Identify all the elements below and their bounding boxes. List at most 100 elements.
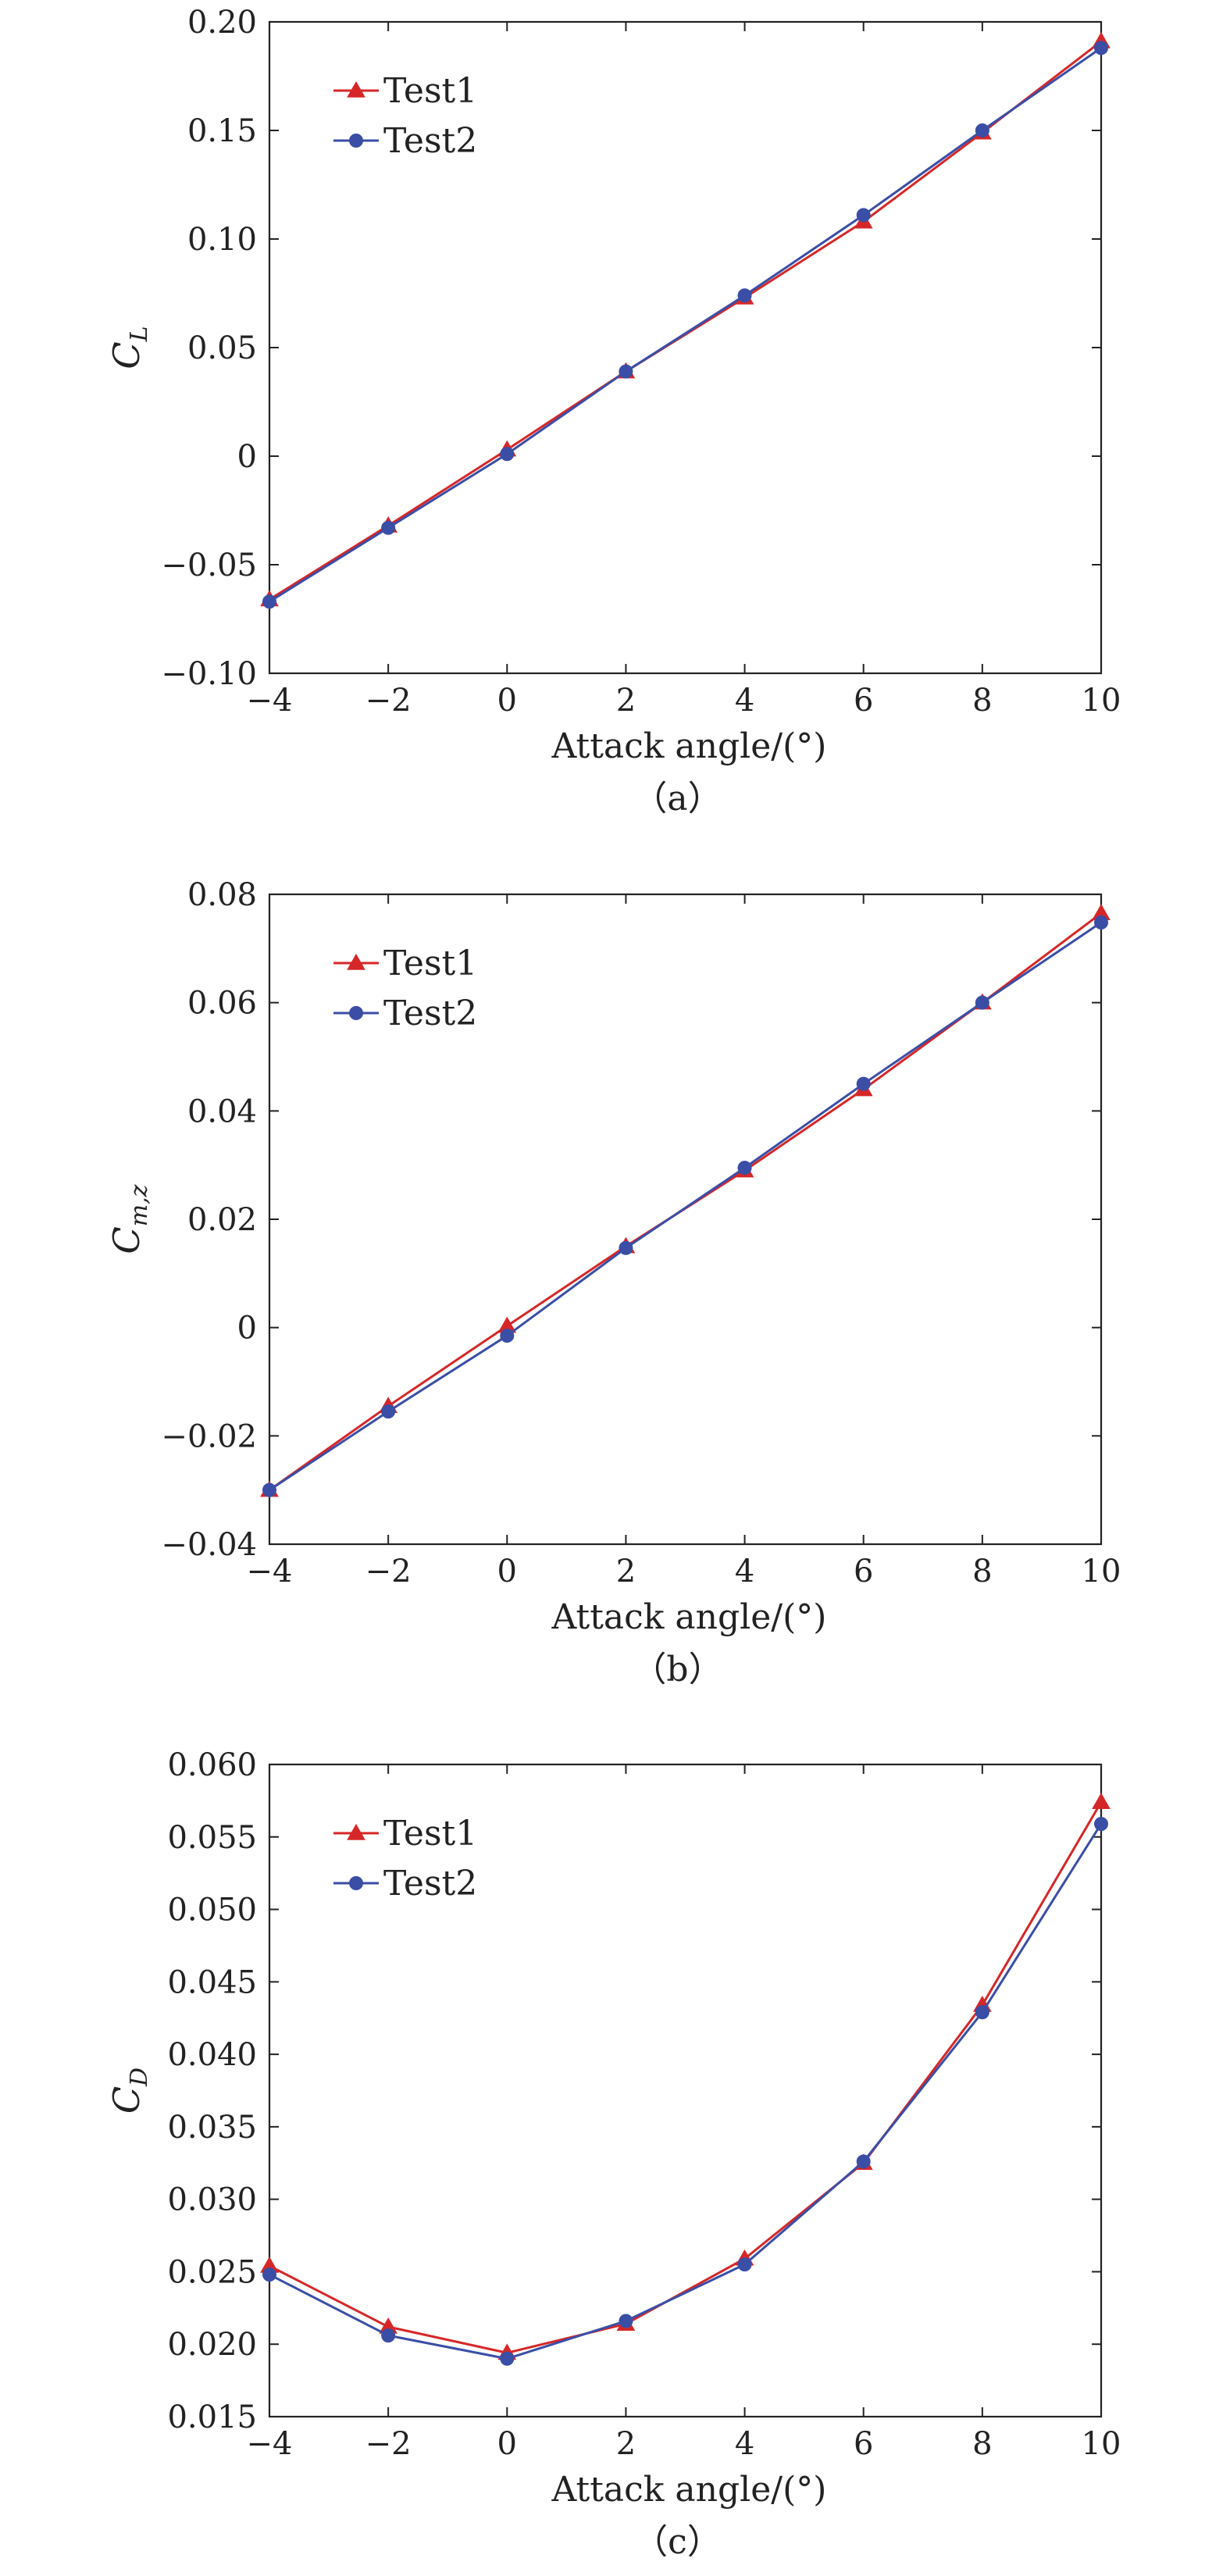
legend-marker [349, 1876, 363, 1890]
legend-marker [347, 1823, 365, 1840]
y-tick-label: 0.06 [187, 986, 257, 1022]
legend-label: Test2 [383, 1864, 477, 1903]
data-point [975, 123, 989, 137]
x-tick-label: 6 [854, 1554, 873, 1589]
chart-panel-c: −4 −2 0 2 4 6 8 10 0.015 0.020 0.025 0.030 0.035 0.04… [105, 1747, 1121, 2562]
legend: Test1 Test2 [333, 1814, 477, 1903]
plot-frame [268, 1763, 1103, 2418]
y-tick-label: 0 [237, 1311, 257, 1347]
series-test2 [262, 1817, 1108, 2366]
legend-label: Test1 [383, 1814, 477, 1854]
legend: Test1 Test2 [333, 71, 477, 161]
y-tick-label: 0.10 [187, 222, 257, 258]
legend-marker [347, 80, 365, 98]
data-point [381, 2328, 396, 2343]
data-point [619, 1240, 633, 1255]
series-test2 [262, 915, 1108, 1497]
data-point [1094, 41, 1108, 55]
data-point [737, 2257, 752, 2272]
y-axis-title-main: C [105, 2086, 148, 2114]
legend-marker [349, 1006, 363, 1020]
y-axis-title: Cm,z [105, 1184, 153, 1254]
chart-panel-a: −4 −2 0 2 4 6 8 10 −0.10 −0.05 0 0.05 0.10 0.15 0.20 At… [105, 5, 1121, 819]
data-point [500, 2351, 515, 2366]
data-point [856, 208, 871, 223]
data-point [737, 1161, 752, 1176]
legend: Test1 Test2 [333, 944, 477, 1033]
y-tick-label: 0.015 [167, 2399, 257, 2435]
sub-caption: （a） [633, 779, 722, 819]
series-line [269, 921, 1102, 1491]
x-tick-label: 6 [854, 683, 873, 719]
y-axis-title-subscript: m,z [126, 1184, 153, 1226]
series-line [269, 1823, 1103, 2360]
y-tick-label: 0.050 [167, 1893, 257, 1928]
y-tick-label: 0.045 [167, 1964, 257, 2000]
y-axis-title-main: C [105, 1226, 148, 1254]
x-tick-label: −2 [365, 1554, 412, 1589]
y-tick-label: 0.060 [167, 1747, 257, 1783]
series-line [269, 47, 1102, 603]
y-axis-title-subscript: L [126, 326, 153, 342]
plot-frame [268, 20, 1103, 675]
y-axis-title: CD [105, 2068, 153, 2114]
plot-frame [268, 893, 1103, 1546]
data-point [856, 1076, 871, 1091]
x-tick-label: −4 [247, 1554, 293, 1589]
x-tick-label: 0 [497, 1554, 517, 1589]
x-tick-label: −2 [365, 683, 412, 719]
y-tick-label: 0.040 [167, 2037, 257, 2073]
y-tick-label: 0.20 [187, 5, 257, 41]
y-tick-label: −0.10 [161, 656, 257, 692]
x-tick-label: −4 [247, 2426, 293, 2462]
y-tick-label: 0.030 [167, 2182, 257, 2218]
y-tick-label: −0.02 [161, 1418, 257, 1454]
x-axis-title: Attack angle/(°) [551, 1597, 827, 1637]
x-tick-label: −4 [247, 683, 293, 719]
x-tick-label: 4 [735, 683, 754, 719]
legend-marker [347, 953, 365, 970]
x-tick-label: 2 [616, 683, 636, 719]
x-tick-label: 10 [1082, 1554, 1121, 1589]
x-tick-label: 8 [972, 683, 992, 719]
data-point [619, 364, 633, 379]
y-axis-title-main: C [105, 341, 148, 369]
y-tick-label: 0.055 [167, 1820, 257, 1856]
y-tick-label: 0.08 [187, 877, 257, 913]
x-tick-label: 0 [497, 683, 517, 719]
x-tick-label: 10 [1082, 683, 1121, 719]
x-axis-title: Attack angle/(°) [551, 726, 827, 766]
y-tick-label: 0 [237, 439, 257, 475]
x-tick-label: 8 [972, 1554, 992, 1589]
sub-caption: （c） [633, 2522, 722, 2562]
x-tick-label: 2 [616, 2426, 636, 2462]
data-point [381, 520, 396, 535]
legend-marker [349, 134, 363, 148]
series-line [269, 1801, 1103, 2354]
data-point [381, 1404, 396, 1419]
y-axis-title-subscript: D [126, 2068, 153, 2087]
data-point [975, 995, 989, 1010]
data-point [500, 1329, 515, 1343]
data-point [856, 2154, 871, 2169]
y-tick-label: 0.15 [187, 113, 257, 149]
data-point [262, 2267, 276, 2282]
series-test1 [260, 32, 1111, 607]
data-point [500, 447, 515, 462]
x-tick-label: 10 [1082, 2426, 1121, 2462]
x-tick-label: 0 [497, 2426, 517, 2462]
data-point [1092, 1793, 1111, 1809]
x-tick-label: 2 [616, 1554, 636, 1589]
data-point [975, 2005, 989, 2020]
y-tick-label: −0.04 [161, 1527, 257, 1563]
y-tick-label: 0.04 [187, 1094, 257, 1129]
data-point [619, 2314, 633, 2328]
legend-label: Test2 [383, 121, 477, 161]
series-test2 [262, 41, 1108, 609]
x-tick-label: 6 [854, 2426, 873, 2462]
data-point [262, 594, 276, 609]
legend-label: Test1 [383, 944, 477, 983]
data-point [262, 1482, 276, 1497]
x-tick-label: −2 [365, 2426, 412, 2462]
